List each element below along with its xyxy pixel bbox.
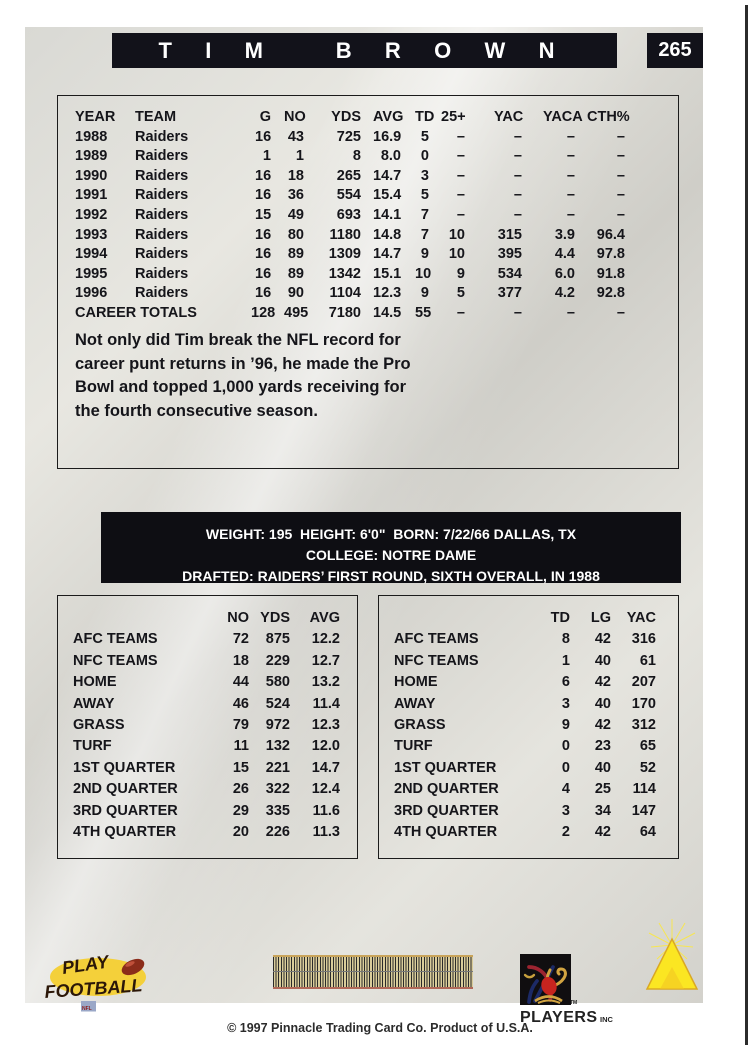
svg-text:NFL: NFL	[82, 1006, 92, 1012]
svg-text:TM: TM	[570, 1000, 577, 1006]
